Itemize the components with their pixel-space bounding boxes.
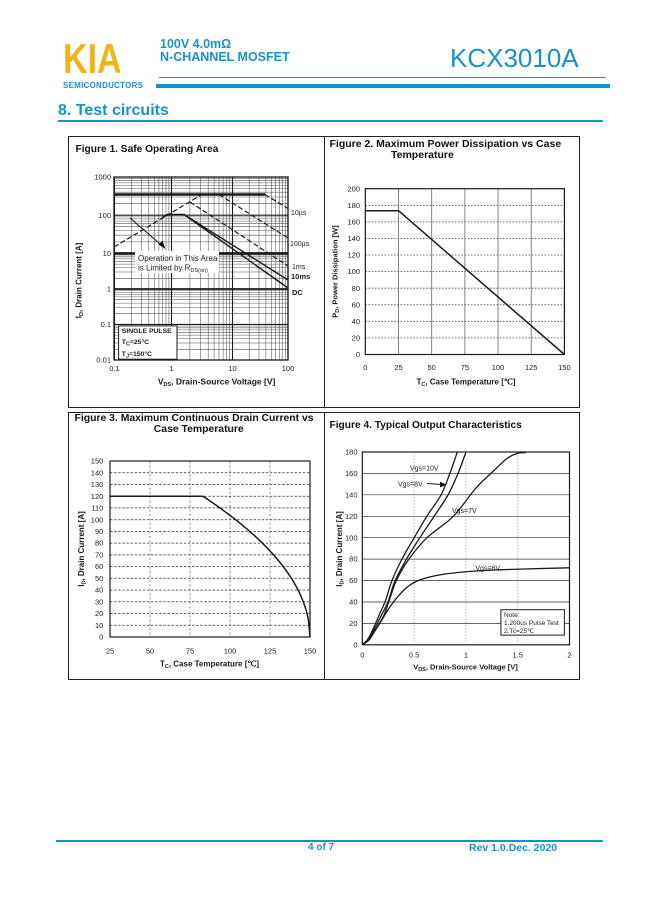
svg-text:TC=25°C: TC=25°C [122,338,149,348]
svg-text:120: 120 [347,251,360,260]
svg-text:70: 70 [95,551,103,560]
svg-text:30: 30 [95,597,103,606]
svg-text:0: 0 [99,633,103,642]
svg-text:100: 100 [98,211,111,220]
svg-text:125: 125 [264,647,277,656]
svg-text:10ms: 10ms [291,272,310,281]
svg-text:60: 60 [349,576,357,585]
svg-text:120: 120 [91,492,104,501]
svg-text:Vgs=6V: Vgs=6V [475,566,500,573]
svg-text:90: 90 [95,527,103,536]
svg-text:100: 100 [345,533,358,542]
svg-text:20: 20 [349,619,357,628]
svg-text:25: 25 [394,363,402,372]
svg-text:1: 1 [169,364,173,373]
svg-text:VDS, Drain-Source Voltage [V]: VDS, Drain-Source Voltage [V] [413,663,518,674]
svg-text:0: 0 [363,363,367,372]
svg-text:130: 130 [91,480,104,489]
svg-text:120: 120 [345,512,358,521]
svg-text:80: 80 [352,284,360,293]
svg-text:10: 10 [95,621,103,630]
svg-text:20: 20 [352,334,360,343]
svg-text:50: 50 [428,363,436,372]
svg-text:10µs: 10µs [291,210,307,217]
svg-text:VDS, Drain-Source Voltage [V]: VDS, Drain-Source Voltage [V] [158,377,276,389]
svg-text:100: 100 [224,647,237,656]
svg-text:0: 0 [353,640,357,649]
svg-text:20: 20 [95,609,103,618]
svg-text:1: 1 [107,285,111,294]
svg-text:160: 160 [347,218,360,227]
svg-text:0.1: 0.1 [101,320,111,329]
svg-text:Vgs=7V: Vgs=7V [452,508,477,515]
svg-text:ID, Drain Current [A]: ID, Drain Current [A] [335,511,346,587]
svg-text:100: 100 [282,364,295,373]
svg-text:100: 100 [91,515,104,524]
svg-text:PD, Power Dissipation [W]: PD, Power Dissipation [W] [331,225,342,318]
svg-text:200: 200 [347,184,360,193]
svg-text:TC, Case Temperature [℃]: TC, Case Temperature [℃] [416,378,515,389]
svg-text:Vgs=10V: Vgs=10V [410,466,439,473]
svg-text:140: 140 [345,490,358,499]
svg-text:140: 140 [347,234,360,243]
svg-text:40: 40 [349,598,357,607]
svg-text:DC: DC [292,288,303,297]
svg-text:TJ=150°C: TJ=150°C [122,350,152,360]
svg-text:1000: 1000 [94,173,111,182]
svg-text:150: 150 [91,457,104,466]
svg-text:0.1: 0.1 [109,364,119,373]
svg-text:TC, Case Temperature [℃]: TC, Case Temperature [℃] [160,660,259,671]
svg-text:2: 2 [567,651,571,660]
svg-text:75: 75 [461,363,469,372]
svg-text:75: 75 [186,647,194,656]
svg-text:0: 0 [356,350,360,359]
svg-text:100: 100 [492,363,505,372]
svg-text:0.5: 0.5 [409,651,419,660]
svg-text:ID, Drain Current [A]: ID, Drain Current [A] [75,242,86,318]
svg-text:60: 60 [95,562,103,571]
svg-text:110: 110 [91,504,103,513]
svg-text:1: 1 [464,651,468,660]
svg-text:0: 0 [360,651,364,660]
svg-text:ID, Drain Current [A]: ID, Drain Current [A] [77,511,88,587]
svg-text:180: 180 [345,448,358,457]
svg-text:40: 40 [352,317,360,326]
svg-text:60: 60 [352,300,360,309]
svg-text:SINGLE PULSE: SINGLE PULSE [122,328,172,335]
svg-text:80: 80 [95,539,103,548]
svg-text:0.01: 0.01 [96,356,111,365]
svg-text:100µs: 100µs [290,241,310,248]
svg-text:150: 150 [558,363,571,372]
svg-text:1.200us Pulse Test: 1.200us Pulse Test [504,620,559,627]
svg-text:1ms: 1ms [292,264,306,271]
svg-text:10: 10 [103,249,111,258]
svg-text:1.5: 1.5 [512,651,522,660]
svg-text:160: 160 [345,469,358,478]
svg-text:Vgs=8V: Vgs=8V [398,482,423,489]
svg-text:100: 100 [347,267,360,276]
svg-text:50: 50 [146,647,154,656]
svg-text:2.Tc=25℃: 2.Tc=25℃ [504,628,535,635]
svg-text:180: 180 [347,201,360,210]
svg-text:25: 25 [106,647,114,656]
svg-text:is Limited by RDS(on): is Limited by RDS(on) [138,264,208,275]
svg-text:125: 125 [525,363,538,372]
svg-text:150: 150 [304,647,317,656]
svg-text:80: 80 [349,555,357,564]
svg-text:40: 40 [95,586,103,595]
svg-text:10: 10 [228,364,236,373]
svg-text:Note:: Note: [504,612,520,619]
svg-text:50: 50 [95,574,103,583]
svg-text:140: 140 [91,468,104,477]
svg-text:Operation in This Area: Operation in This Area [138,254,218,263]
